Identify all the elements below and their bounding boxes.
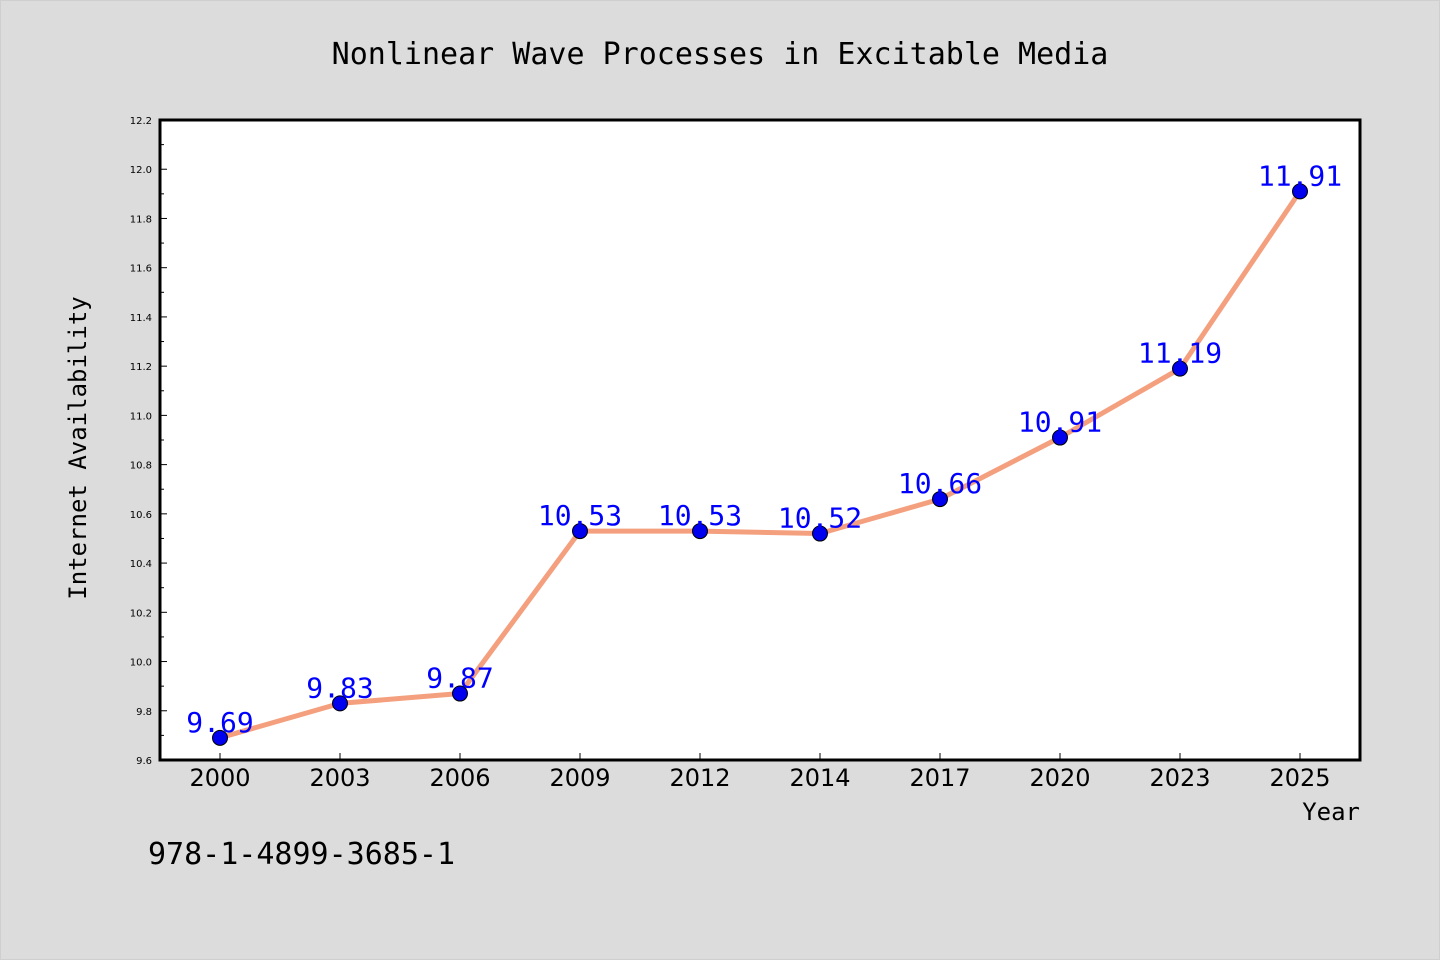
data-point xyxy=(452,685,468,702)
data-point xyxy=(692,523,708,540)
data-point xyxy=(1172,360,1188,377)
y-axis-label: Internet Availability xyxy=(64,296,92,599)
y-axis: 9.6 9.8 10.0 10.2 10.4 10.6 10.8 11.0 11.2 11.4 11… xyxy=(130,116,167,767)
data-markers xyxy=(212,183,1308,746)
y-tick-label: 9.6 xyxy=(136,756,152,767)
y-tick-label: 10.2 xyxy=(130,608,152,619)
x-tick-label: 2023 xyxy=(1149,764,1210,792)
y-tick-label: 10.8 xyxy=(130,461,152,472)
y-tick-label: 12.0 xyxy=(130,165,152,176)
x-tick-label: 2017 xyxy=(909,764,970,792)
data-label: 10.91 xyxy=(1018,406,1102,439)
plot-area xyxy=(160,120,1360,760)
x-tick-label: 2025 xyxy=(1269,764,1330,792)
y-tick-label: 11.8 xyxy=(130,214,152,225)
x-tick-label: 2009 xyxy=(549,764,610,792)
data-label: 10.53 xyxy=(538,499,622,532)
plot-frame xyxy=(158,118,1362,762)
data-label: 10.53 xyxy=(658,499,742,532)
data-label: 10.52 xyxy=(778,502,862,535)
x-tick-label: 2006 xyxy=(429,764,490,792)
x-tick-label: 2003 xyxy=(309,764,370,792)
y-tick-label: 11.0 xyxy=(130,411,152,422)
chart-title: Nonlinear Wave Processes in Excitable Me… xyxy=(332,37,1109,72)
y-tick-label: 12.2 xyxy=(130,116,152,127)
x-tick-label: 2020 xyxy=(1029,764,1090,792)
data-point xyxy=(332,695,348,712)
y-tick-label: 9.8 xyxy=(136,707,152,718)
y-tick-label: 10.0 xyxy=(130,658,152,669)
data-labels: 9.69 9.83 9.87 10.53 10.53 10.52 10.66 10.91 11.… xyxy=(186,159,1342,738)
isbn-annotation: 978-1-4899-3685-1 xyxy=(148,837,455,872)
data-label: 9.87 xyxy=(426,662,493,695)
series-line xyxy=(219,189,1303,741)
data-label: 10.66 xyxy=(898,467,982,500)
data-point xyxy=(812,525,828,542)
y-tick-label: 10.4 xyxy=(130,559,152,570)
y-tick-label: 11.4 xyxy=(130,313,152,324)
x-axis: 2000 2003 2006 2009 2012 2014 2017 2020 2023 2025 xyxy=(189,753,1331,792)
data-label: 9.69 xyxy=(186,706,253,739)
x-tick-label: 2014 xyxy=(789,764,850,792)
y-tick-label: 11.6 xyxy=(130,264,152,275)
x-tick-label: 2000 xyxy=(189,764,250,792)
x-axis-label: Year xyxy=(1302,798,1360,826)
data-point xyxy=(1292,183,1308,200)
data-point xyxy=(572,523,588,540)
data-point xyxy=(932,491,948,508)
x-tick-label: 2012 xyxy=(669,764,730,792)
data-point xyxy=(1052,429,1068,446)
y-tick-label: 10.6 xyxy=(130,510,152,521)
data-label: 11.91 xyxy=(1258,159,1342,192)
data-point xyxy=(212,729,228,746)
data-label: 11.19 xyxy=(1138,337,1222,370)
data-label: 9.83 xyxy=(306,671,373,704)
y-tick-label: 11.2 xyxy=(130,362,152,373)
